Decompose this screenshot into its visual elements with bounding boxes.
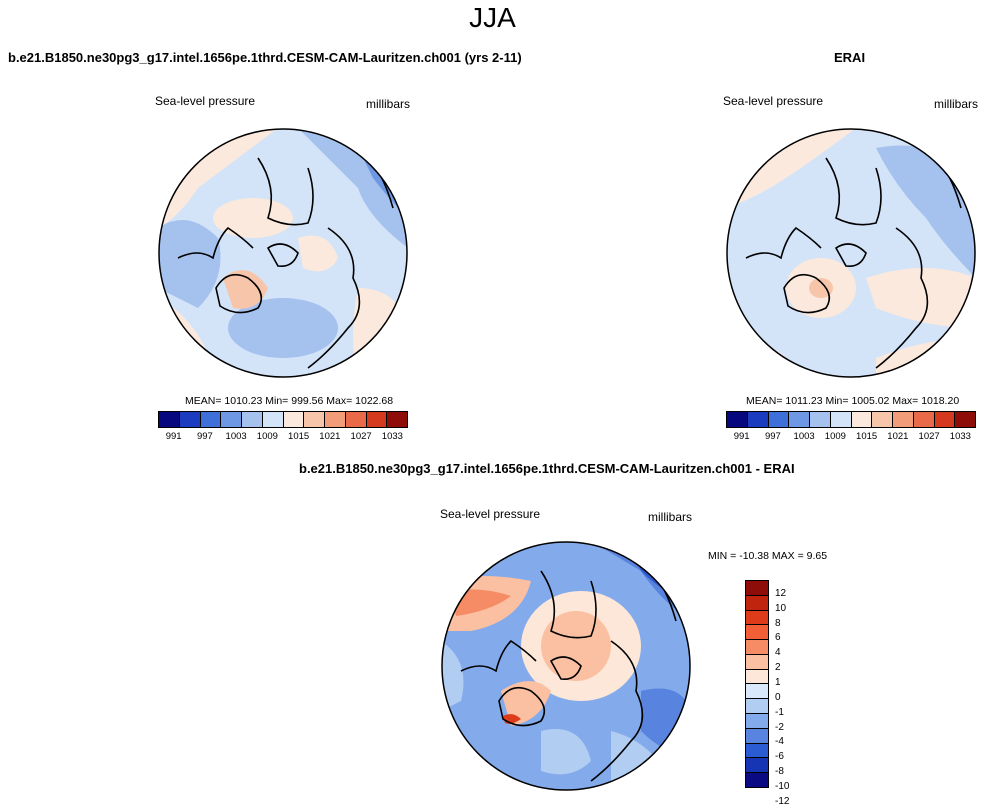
obs-slp-map xyxy=(726,128,976,378)
colorbar-swatch xyxy=(345,412,367,427)
colorbar-tick-label: 1 xyxy=(775,677,781,688)
colorbar-swatch xyxy=(893,412,914,427)
model-variable-label: Sea-level pressure xyxy=(155,94,256,108)
diff-colorbar xyxy=(745,580,769,788)
colorbar-swatch xyxy=(283,412,305,427)
obs-stats: MEAN= 1011.23 Min= 1005.02 Max= 1018.20 xyxy=(746,395,960,407)
colorbar-swatch xyxy=(746,669,768,685)
colorbar-swatch xyxy=(262,412,284,427)
colorbar-swatch xyxy=(242,412,263,427)
colorbar-swatch xyxy=(387,412,407,427)
colorbar-tick-label: 1003 xyxy=(793,431,815,442)
model-colorbar xyxy=(158,411,408,428)
colorbar-tick-label: 1027 xyxy=(918,431,940,442)
model-units-label: millibars xyxy=(366,97,411,111)
colorbar-swatch xyxy=(200,412,222,427)
colorbar-swatch xyxy=(913,412,935,427)
colorbar-tick-label: 12 xyxy=(775,587,787,599)
colorbar-tick-label: -1 xyxy=(775,706,784,718)
colorbar-swatch xyxy=(746,773,768,787)
colorbar-tick-label: 0 xyxy=(775,691,781,703)
colorbar-swatch xyxy=(746,728,768,744)
obs-variable-label: Sea-level pressure xyxy=(723,94,824,108)
colorbar-swatch xyxy=(934,412,956,427)
colorbar-swatch xyxy=(727,412,748,427)
colorbar-swatch xyxy=(746,610,768,626)
colorbar-tick-label: 1027 xyxy=(350,431,372,442)
colorbar-swatch xyxy=(366,412,388,427)
obs-panel-title: ERAI xyxy=(834,50,866,65)
diff-panel-title: b.e21.B1850.ne30pg3_g17.intel.1656pe.1th… xyxy=(299,461,795,476)
colorbar-swatch xyxy=(746,625,768,641)
colorbar-tick-label: 1021 xyxy=(887,431,909,442)
diff-units-label: millibars xyxy=(648,510,693,524)
colorbar-swatch xyxy=(746,581,768,596)
colorbar-tick-label: 1009 xyxy=(824,431,846,442)
colorbar-swatch xyxy=(746,743,768,759)
obs-colorbar-ticks: 991 997 1003 1009 1015 1021 1027 1033 xyxy=(726,431,976,443)
colorbar-tick-label: -2 xyxy=(775,721,784,733)
colorbar-tick-label: 1033 xyxy=(381,431,403,442)
colorbar-swatch xyxy=(159,412,180,427)
colorbar-tick-label: 1009 xyxy=(256,431,278,442)
diff-slp-map xyxy=(441,541,691,791)
colorbar-swatch xyxy=(851,412,873,427)
colorbar-swatch xyxy=(304,412,325,427)
colorbar-swatch xyxy=(746,699,768,715)
colorbar-tick-label: -6 xyxy=(775,751,784,763)
colorbar-swatch xyxy=(830,412,852,427)
diff-stats: MIN = -10.38 MAX = 9.65 xyxy=(708,550,828,562)
colorbar-swatch xyxy=(746,758,768,774)
colorbar-swatch xyxy=(221,412,242,427)
obs-colorbar xyxy=(726,411,976,428)
colorbar-tick-label: 1015 xyxy=(288,431,310,442)
model-panel-title: b.e21.B1850.ne30pg3_g17.intel.1656pe.1th… xyxy=(8,50,522,65)
colorbar-swatch xyxy=(746,595,768,611)
colorbar-swatch xyxy=(789,412,810,427)
colorbar-swatch xyxy=(746,714,768,729)
obs-units-label: millibars xyxy=(934,97,979,111)
figure-title: JJA xyxy=(469,2,516,33)
colorbar-tick-label: -12 xyxy=(775,795,790,807)
colorbar-swatch xyxy=(325,412,346,427)
colorbar-tick-label: 1021 xyxy=(319,431,341,442)
colorbar-swatch xyxy=(872,412,893,427)
colorbar-tick-label: -8 xyxy=(775,766,784,778)
colorbar-swatch xyxy=(746,654,768,670)
colorbar-tick-label: -10 xyxy=(775,781,790,792)
model-slp-map xyxy=(158,128,408,378)
colorbar-tick-label: 10 xyxy=(775,602,787,614)
diff-variable-label: Sea-level pressure xyxy=(440,507,541,521)
colorbar-tick-label: 8 xyxy=(775,617,781,629)
colorbar-tick-label: 997 xyxy=(196,431,213,442)
colorbar-swatch xyxy=(810,412,831,427)
colorbar-tick-label: 991 xyxy=(733,431,750,442)
colorbar-tick-label: 4 xyxy=(775,647,781,659)
colorbar-swatch xyxy=(955,412,975,427)
colorbar-tick-label: 1003 xyxy=(225,431,247,442)
colorbar-tick-label: -4 xyxy=(775,736,784,748)
model-stats: MEAN= 1010.23 Min= 999.56 Max= 1022.68 xyxy=(185,395,394,407)
colorbar-swatch xyxy=(746,640,768,655)
model-colorbar-ticks: 991 997 1003 1009 1015 1021 1027 1033 xyxy=(158,431,408,443)
colorbar-swatch xyxy=(768,412,790,427)
colorbar-tick-label: 6 xyxy=(775,632,781,644)
colorbar-tick-label: 2 xyxy=(775,662,781,674)
colorbar-swatch xyxy=(747,412,769,427)
colorbar-tick-label: 1033 xyxy=(949,431,971,442)
diff-colorbar-ticks: 12 10 8 6 4 2 1 0 -1 -2 -4 -6 -8 -10 -12 xyxy=(775,580,805,807)
colorbar-swatch xyxy=(179,412,201,427)
colorbar-tick-label: 997 xyxy=(764,431,781,442)
colorbar-tick-label: 991 xyxy=(165,431,182,442)
colorbar-tick-label: 1015 xyxy=(856,431,878,442)
colorbar-swatch xyxy=(746,684,768,700)
